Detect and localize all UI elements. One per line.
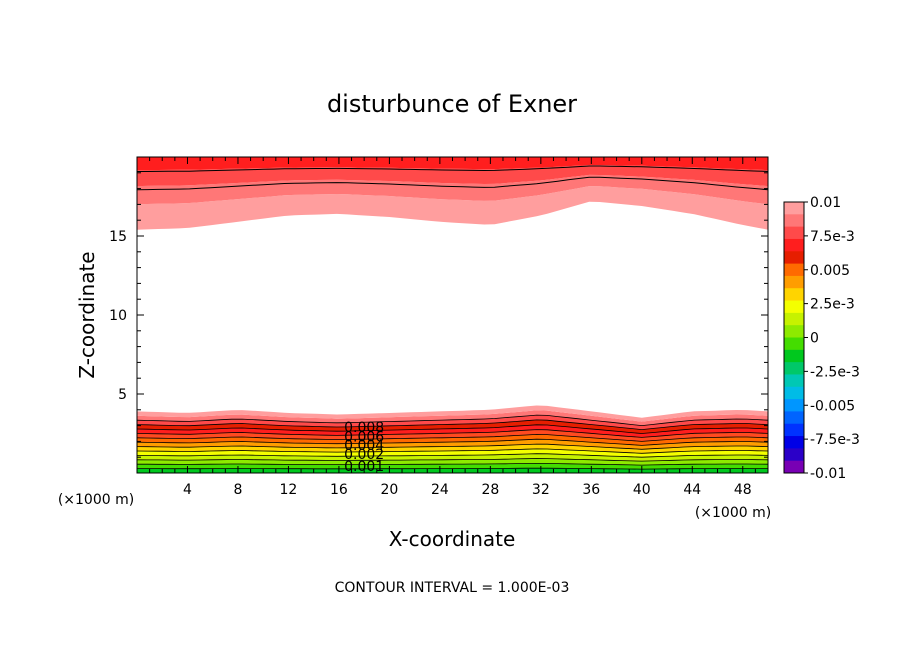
colorbar-swatch [784,312,804,326]
colorbar-label: 0 [810,331,819,347]
colorbar-label: -0.005 [810,398,855,414]
colorbar-label: 2.5e-3 [810,297,855,313]
colorbar-swatch [784,325,804,338]
colorbar-label: -7.5e-3 [810,432,860,448]
x-tick-label: 28 [481,482,499,498]
x-tick-label: 40 [633,482,651,498]
colorbar-swatch [784,374,804,388]
colorbar-swatch [784,460,804,474]
y-tick-label: 15 [109,229,127,245]
colorbar-swatch [784,202,804,215]
colorbar-swatch [784,337,804,351]
x-tick-label: 8 [233,482,242,498]
x-unit-right: (×1000 m) [695,505,771,521]
colorbar-swatch [784,423,804,437]
x-tick-label: 32 [532,482,550,498]
colorbar-swatch [784,386,804,400]
y-tick-label: 5 [118,387,127,403]
colorbar-swatch [784,226,804,240]
lower-band [137,439,768,450]
upper-contour-line [137,165,769,172]
chart-title: disturbunce of Exner [327,90,577,118]
lower-band [137,410,768,426]
colorbar-swatch [784,362,804,375]
colorbar-label: 7.5e-3 [810,229,855,245]
lower-band [137,448,768,458]
x-axis-title: X-coordinate [389,527,516,551]
lower-contour-line [137,463,769,466]
upper-band [137,165,768,187]
lower-band [137,405,768,422]
y-tick-label: 10 [109,308,127,324]
colorbar-swatch [784,251,804,265]
x-tick-label: 48 [734,482,752,498]
contour-label: 0.001 [344,459,384,475]
colorbar-swatch [784,300,804,314]
upper-contour-line [136,176,769,191]
contour-interval-note: CONTOUR INTERVAL = 1.000E-03 [335,580,570,596]
lower-contour-line [136,433,769,442]
lower-contour-line [136,448,769,454]
colorbar-swatch [784,349,804,363]
contour-label: 0.002 [344,447,384,463]
y-axis-title: Z-coordinate [75,251,99,378]
colorbar-label: -2.5e-3 [810,364,860,380]
lower-contour-line [136,438,769,446]
upper-band [137,174,768,205]
x-tick-label: 44 [683,482,701,498]
colorbar-swatch [784,214,804,228]
lower-contour-line [136,414,769,427]
x-tick-label: 20 [380,482,398,498]
x-unit-left: (×1000 m) [58,492,134,508]
colorbar-swatch [784,411,804,425]
lower-contour-line [137,467,768,470]
colorbar-swatch [784,263,804,277]
x-tick-label: 12 [280,482,298,498]
upper-band [137,186,768,230]
colorbar: 0.01 7.5e-3 0.005 2.5e-3 0 -2.5e-3 -0.005 -7.5e… [783,195,860,482]
lower-contour-line [136,419,769,431]
lower-contour-line [136,453,769,458]
x-tick-label: 4 [183,482,192,498]
x-tick-label: 16 [330,482,348,498]
lower-band [137,434,768,446]
colorbar-swatch [784,288,804,302]
lower-band [137,444,768,454]
x-tick-label: 36 [582,482,600,498]
upper-band [137,157,768,171]
colorbar-label: 0.01 [810,195,841,211]
lower-contour-line [136,424,769,434]
lower-band [137,458,768,466]
lower-band [137,453,768,462]
contour-label: 0.006 [344,429,384,445]
x-tick-label: 24 [431,482,449,498]
colorbar-label: 0.005 [810,263,850,279]
colorbar-swatch [784,436,804,449]
colorbar-swatch [784,448,804,462]
colorbar-swatch [784,399,804,412]
colorbar-label: -0.01 [810,466,846,482]
lower-contour-line [136,443,769,450]
contour-label: 0.004 [344,438,384,454]
lower-contour-line [136,429,769,438]
colorbar-swatch [784,238,804,252]
contour-label: 0.008 [344,420,384,436]
colorbar-swatch [784,275,804,289]
lower-contour-line [136,458,769,462]
